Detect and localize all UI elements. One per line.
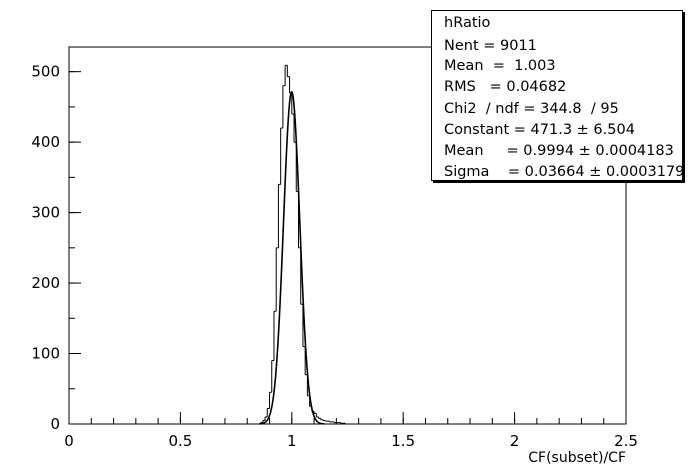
x-tick-label: 2 [510, 432, 520, 450]
stats-constant: Constant = 471.3 ± 6.504 [444, 122, 635, 138]
x-tick-label: 1 [287, 432, 297, 450]
y-tick-label: 300 [31, 204, 60, 222]
x-tick-label: 1.5 [391, 432, 415, 450]
x-tick-label: 0 [64, 432, 74, 450]
x-tick-label: 0.5 [168, 432, 192, 450]
stats-chi2: Chi2 / ndf = 344.8 / 95 [444, 101, 619, 117]
fit-curve [258, 90, 325, 425]
stats-fit-mean: Mean = 0.9994 ± 0.0004183 [444, 143, 674, 159]
stats-sigma: Sigma = 0.03664 ± 0.0003179 [444, 164, 685, 180]
y-tick-label: 100 [31, 345, 60, 363]
stats-mean: Mean = 1.003 [444, 58, 556, 74]
x-tick-label: 2.5 [614, 432, 638, 450]
stats-entries: Nent = 9011 [444, 38, 537, 54]
stats-title: hRatio [444, 15, 491, 31]
y-tick-label: 400 [31, 133, 60, 151]
stats-rms: RMS = 0.04682 [444, 79, 567, 95]
y-tick-label: 200 [31, 274, 60, 292]
y-tick-label: 500 [31, 63, 60, 81]
x-axis-title: CF(subset)/CF [528, 450, 626, 466]
stats-box: hRatio Nent = 9011 Mean = 1.003 RMS = 0.… [431, 10, 685, 181]
y-tick-label: 0 [50, 415, 60, 433]
